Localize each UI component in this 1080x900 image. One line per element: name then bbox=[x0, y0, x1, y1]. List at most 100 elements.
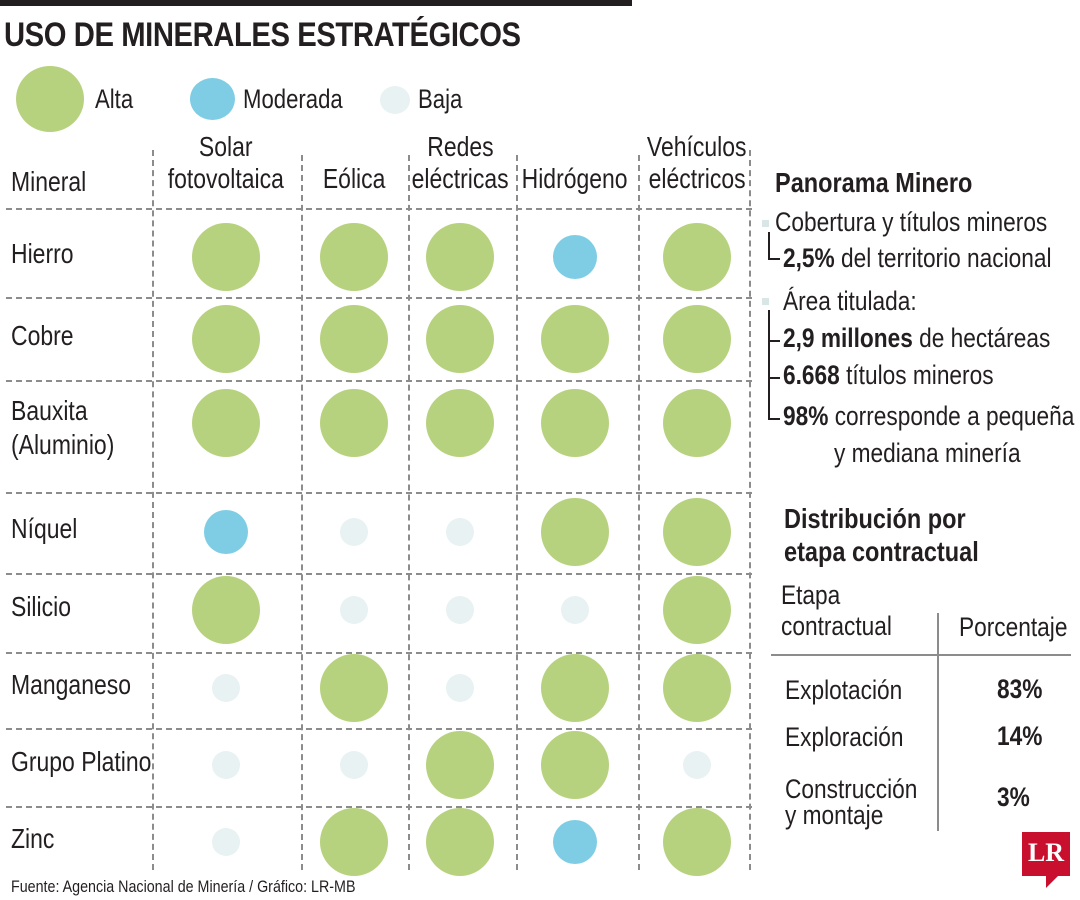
mineral-name: Bauxita (Aluminio) bbox=[11, 395, 115, 460]
grid-vertical-line bbox=[408, 155, 410, 870]
pct-explotacion: 83% bbox=[997, 674, 1043, 704]
legend-moderada-dot bbox=[190, 78, 235, 120]
tree-branch-cobertura bbox=[768, 258, 780, 260]
bullet-cobertura bbox=[762, 220, 769, 227]
usage-dot-alta bbox=[426, 305, 494, 373]
grid-vertical-line bbox=[516, 155, 518, 870]
usage-dot-baja bbox=[340, 518, 368, 546]
usage-dot-alta bbox=[426, 223, 494, 291]
pequena-value: 98% corresponde a pequeña bbox=[783, 401, 1075, 431]
mineral-name: Silicio bbox=[11, 591, 71, 622]
titulos-value: 6.668 títulos mineros bbox=[783, 360, 994, 390]
usage-dot-alta bbox=[192, 576, 260, 644]
mineral-name: Níquel bbox=[11, 513, 78, 544]
mineral-name: Grupo Platino bbox=[11, 746, 152, 777]
usage-dot-alta bbox=[320, 305, 388, 373]
usage-dot-alta bbox=[192, 305, 260, 373]
page-title: USO DE MINERALES ESTRATÉGICOS bbox=[4, 16, 521, 54]
panorama-title: Panorama Minero bbox=[775, 167, 973, 198]
column-header: Redes eléctricas bbox=[411, 131, 509, 194]
usage-dot-baja bbox=[212, 828, 240, 856]
cobertura-label: Cobertura y títulos mineros bbox=[775, 207, 1048, 237]
mineral-name: Cobre bbox=[11, 320, 74, 351]
stage-construccion: Construcción y montaje bbox=[785, 774, 918, 830]
usage-dot-alta bbox=[663, 389, 731, 457]
usage-dot-moderada bbox=[204, 510, 248, 554]
usage-dot-alta bbox=[426, 731, 494, 799]
tree-line-area bbox=[768, 310, 770, 420]
mineral-column-header: Mineral bbox=[11, 166, 87, 197]
usage-dot-baja bbox=[446, 674, 474, 702]
grid-horizontal-line bbox=[6, 806, 752, 808]
usage-dot-baja bbox=[212, 674, 240, 702]
legend-moderada-label: Moderada bbox=[243, 84, 343, 114]
usage-dot-baja bbox=[340, 596, 368, 624]
distribution-title: Distribución por etapa contractual bbox=[784, 503, 979, 567]
usage-dot-alta bbox=[320, 808, 388, 876]
top-rule bbox=[0, 0, 632, 6]
usage-dot-moderada bbox=[553, 235, 597, 279]
grid-horizontal-line bbox=[6, 652, 752, 654]
usage-dot-baja bbox=[212, 751, 240, 779]
pct-construccion: 3% bbox=[997, 782, 1030, 812]
usage-dot-alta bbox=[192, 389, 260, 457]
usage-dot-alta bbox=[192, 223, 260, 291]
usage-dot-moderada bbox=[553, 820, 597, 864]
usage-dot-alta bbox=[426, 389, 494, 457]
mineral-name: Manganeso bbox=[11, 669, 132, 700]
grid-vertical-line bbox=[749, 150, 751, 870]
grid-vertical-line bbox=[301, 155, 303, 870]
legend-alta-dot bbox=[16, 66, 84, 132]
stage-exploracion: Exploración bbox=[785, 722, 904, 752]
usage-dot-baja bbox=[561, 596, 589, 624]
percentage-column-header: Porcentaje bbox=[959, 612, 1068, 642]
usage-dot-alta bbox=[320, 654, 388, 722]
legend-baja-dot bbox=[380, 86, 410, 114]
tree-branch-titulos bbox=[768, 377, 780, 379]
distribution-header-rule bbox=[771, 654, 1071, 656]
lr-logo bbox=[1022, 832, 1070, 876]
stage-explotacion: Explotación bbox=[785, 675, 903, 705]
grid-horizontal-line bbox=[6, 208, 752, 210]
tree-branch-pequena bbox=[768, 418, 780, 420]
pct-exploracion: 14% bbox=[997, 721, 1043, 751]
column-header: Hidrógeno bbox=[522, 163, 628, 194]
grid-vertical-line bbox=[152, 150, 154, 870]
pequena-value-line2: y mediana minería bbox=[834, 438, 1021, 468]
usage-dot-baja bbox=[340, 751, 368, 779]
grid-horizontal-line bbox=[6, 380, 752, 382]
usage-dot-alta bbox=[541, 389, 609, 457]
usage-dot-alta bbox=[663, 498, 731, 566]
source-note: Fuente: Agencia Nacional de Minería / Gr… bbox=[11, 877, 356, 896]
usage-dot-alta bbox=[541, 305, 609, 373]
grid-horizontal-line bbox=[6, 573, 752, 575]
cobertura-value: 2,5% del territorio nacional bbox=[783, 243, 1052, 273]
column-header: Eólica bbox=[322, 163, 386, 194]
usage-dot-baja bbox=[683, 751, 711, 779]
mineral-name: Hierro bbox=[11, 238, 74, 269]
grid-horizontal-line bbox=[6, 492, 752, 494]
grid-horizontal-line bbox=[6, 297, 752, 299]
usage-dot-alta bbox=[663, 223, 731, 291]
area-label: Área titulada: bbox=[783, 286, 917, 316]
usage-dot-alta bbox=[320, 223, 388, 291]
legend-baja-label: Baja bbox=[418, 84, 463, 114]
usage-dot-alta bbox=[541, 498, 609, 566]
distribution-column-rule bbox=[937, 613, 939, 831]
hectareas-value: 2,9 millones de hectáreas bbox=[783, 323, 1051, 353]
lr-logo-tail bbox=[1046, 876, 1058, 888]
usage-dot-alta bbox=[541, 731, 609, 799]
bullet-area bbox=[762, 298, 769, 305]
tree-line-cobertura bbox=[768, 232, 770, 260]
usage-dot-alta bbox=[541, 654, 609, 722]
usage-dot-alta bbox=[663, 576, 731, 644]
lr-logo-text: LR bbox=[1027, 838, 1065, 867]
tree-branch-hectareas bbox=[768, 340, 780, 342]
legend-alta-label: Alta bbox=[95, 84, 134, 114]
usage-dot-alta bbox=[320, 389, 388, 457]
column-header: Solar fotovoltaica bbox=[167, 131, 285, 194]
stage-column-header: Etapa contractual bbox=[781, 580, 892, 641]
usage-dot-baja bbox=[446, 518, 474, 546]
usage-dot-alta bbox=[426, 808, 494, 876]
usage-dot-alta bbox=[663, 305, 731, 373]
